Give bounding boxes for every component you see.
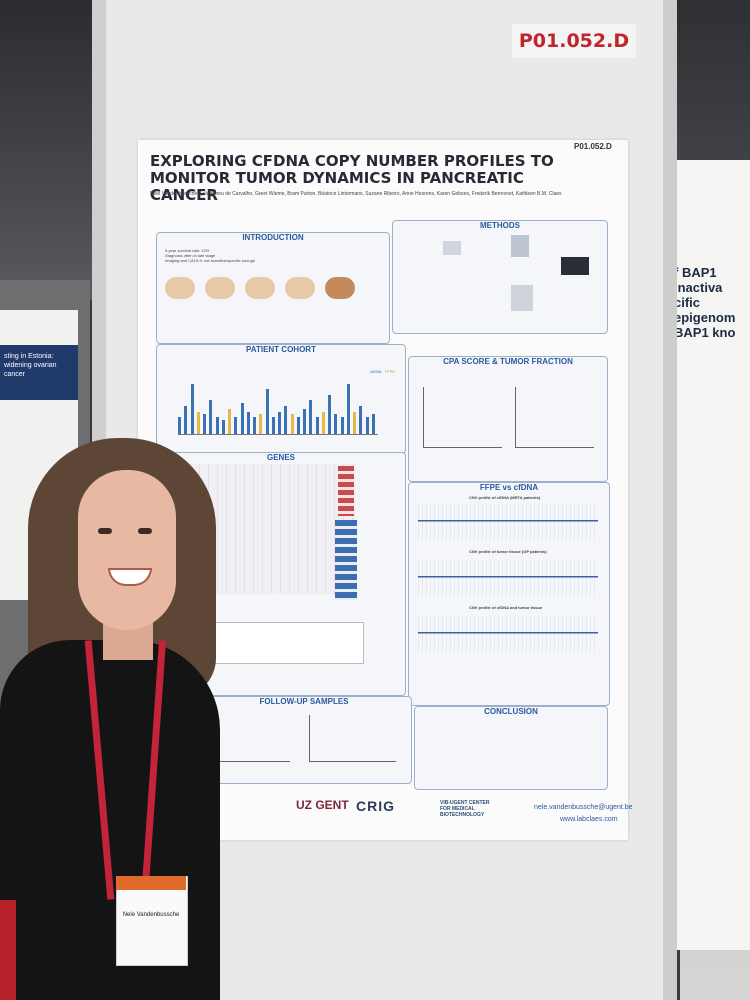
cohort-bar bbox=[284, 406, 288, 434]
cohort-bar bbox=[371, 414, 375, 434]
section-heading: CPA SCORE & TUMOR FRACTION bbox=[443, 357, 573, 366]
section-conclusion: CONCLUSION bbox=[414, 706, 608, 790]
pancreas-icon bbox=[205, 277, 235, 299]
cohort-bar bbox=[184, 406, 188, 434]
section-heading: METHODS bbox=[480, 221, 520, 230]
cohort-bar bbox=[203, 414, 206, 434]
legend-cfdna: cfDNA bbox=[370, 369, 382, 374]
contact-website: www.labclaes.com bbox=[560, 816, 618, 823]
poster-title: EXPLORING CFDNA COPY NUMBER PROFILES TO … bbox=[150, 152, 554, 204]
intro-bullet: Imaging and CA19-9: not sensitive/specif… bbox=[165, 258, 256, 263]
cohort-bar bbox=[315, 417, 319, 434]
cnv-profile-plot bbox=[418, 504, 598, 540]
cohort-legend: cfDNA FFPE bbox=[370, 369, 395, 374]
neighbor-poster-right bbox=[670, 160, 750, 950]
cohort-bar bbox=[234, 417, 238, 434]
heatmap-gain-column bbox=[338, 466, 354, 516]
cohort-bar bbox=[334, 414, 338, 434]
section-methods: METHODS bbox=[392, 220, 608, 334]
poster-code: P01.052.D bbox=[574, 142, 612, 151]
cohort-bar bbox=[215, 417, 219, 434]
ffpe-plot-title: CNV profile of cfDNA (MRTA patients) bbox=[469, 495, 541, 500]
cohort-bar bbox=[221, 420, 225, 434]
section-cpa-score: CPA SCORE & TUMOR FRACTION bbox=[408, 356, 608, 482]
cohort-bar bbox=[365, 417, 369, 434]
cohort-bar bbox=[209, 400, 213, 434]
pancreas-icon bbox=[285, 277, 315, 299]
name-badge bbox=[116, 876, 188, 966]
poster-id-tag: P01.052.D bbox=[512, 24, 636, 58]
section-heading: PATIENT COHORT bbox=[246, 345, 316, 354]
neighbor-poster-right-title: f BAP1 inactiva cific epigenom BAP1 kno bbox=[674, 265, 736, 340]
badge-stripe bbox=[116, 876, 186, 890]
person-eye bbox=[98, 528, 112, 534]
cohort-bar bbox=[178, 417, 181, 434]
section-heading: GENES bbox=[266, 453, 295, 462]
cohort-bar bbox=[321, 412, 325, 434]
logo-vib: VIB-UGENT CENTER FOR MEDICAL BIOTECHNOLO… bbox=[440, 800, 490, 818]
legend-ffpe: FFPE bbox=[384, 369, 395, 374]
contact-email: nele.vandenbussche@ugent.be bbox=[534, 804, 633, 811]
section-heading: INTRODUCTION bbox=[242, 233, 304, 242]
sequencer-icon bbox=[511, 235, 529, 257]
cohort-bar bbox=[346, 384, 350, 434]
genes-table bbox=[202, 622, 364, 664]
heatmap-loss-column bbox=[335, 520, 357, 600]
section-patient-cohort: PATIENT COHORT cfDNA FFPE bbox=[156, 344, 406, 454]
intro-bullet: 5-year survival rate: 12% bbox=[165, 248, 210, 253]
neighbor-poster-left-header bbox=[0, 345, 78, 400]
cohort-bar bbox=[353, 412, 356, 434]
cohort-bar bbox=[271, 417, 275, 434]
cnv-profile-plot bbox=[418, 616, 598, 652]
hiseq-icon bbox=[511, 285, 533, 311]
pancreas-icon bbox=[245, 277, 275, 299]
followup-plot-b bbox=[309, 715, 396, 762]
section-heading: FFPE vs cfDNA bbox=[479, 483, 539, 492]
section-follow-up: FOLLOW-UP SAMPLES bbox=[196, 696, 412, 784]
pancreas-illustrations bbox=[165, 277, 389, 299]
cohort-bar bbox=[359, 406, 363, 434]
cpa-plot-a bbox=[423, 387, 502, 448]
logo-uz-gent: UZ GENT bbox=[296, 798, 349, 812]
cpa-plot-b bbox=[515, 387, 594, 448]
ffpe-plot-title: CNV profile of tumor tissue (OP patients… bbox=[469, 549, 547, 554]
person-eye bbox=[138, 528, 152, 534]
computer-icon bbox=[443, 241, 461, 255]
cnv-profile-plot bbox=[418, 560, 598, 596]
cohort-bar bbox=[190, 384, 194, 434]
cohort-bar bbox=[265, 389, 269, 434]
cohort-bar bbox=[296, 417, 300, 434]
section-heading: CONCLUSION bbox=[484, 707, 538, 716]
cohort-bar bbox=[340, 417, 344, 434]
followup-plot-a bbox=[209, 715, 290, 762]
board-frame-right bbox=[663, 0, 677, 1000]
ffpe-plot-title: CNV profile of cfDNA and tumor tissue bbox=[469, 605, 543, 610]
cohort-bar bbox=[309, 400, 313, 434]
cohort-bar bbox=[328, 395, 331, 434]
cohort-bar bbox=[240, 403, 244, 434]
monitor-icon bbox=[561, 257, 589, 275]
badge-name: Nele Vandenbussche bbox=[122, 912, 180, 918]
cohort-bar bbox=[303, 409, 306, 434]
intro-bullets: 5-year survival rate: 12% Diagnosis ofte… bbox=[165, 248, 389, 263]
section-heading: FOLLOW-UP SAMPLES bbox=[259, 697, 349, 706]
person-face bbox=[78, 470, 176, 630]
pancreas-icon bbox=[165, 277, 195, 299]
neighbor-poster-left-title: sting in Estonia: widening ovarian cance… bbox=[4, 353, 57, 378]
intro-bullet: Diagnosis often in late stage bbox=[165, 253, 216, 258]
cohort-bar bbox=[196, 412, 200, 434]
cohort-bar bbox=[278, 412, 281, 434]
liver-icon bbox=[325, 277, 355, 299]
cohort-bar bbox=[228, 409, 231, 434]
cohort-bar bbox=[246, 412, 250, 434]
poster-authors: Nele Vandenbussche, Lula Abreu de Carval… bbox=[150, 191, 562, 197]
cohort-bar-chart bbox=[178, 378, 378, 435]
cohort-bar bbox=[290, 414, 294, 434]
logo-crig: CRIG bbox=[356, 798, 395, 814]
cohort-bar bbox=[253, 417, 256, 434]
section-introduction: INTRODUCTION 5-year survival rate: 12% D… bbox=[156, 232, 390, 344]
cohort-bar bbox=[259, 414, 263, 434]
floor-carpet bbox=[0, 900, 16, 1000]
